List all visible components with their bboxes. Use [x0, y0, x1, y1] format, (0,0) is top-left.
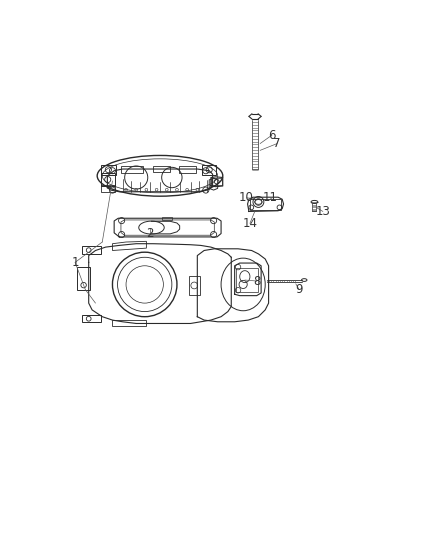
Text: 14: 14: [243, 217, 258, 230]
Bar: [162, 217, 172, 220]
Text: 6: 6: [268, 128, 276, 142]
Text: 9: 9: [295, 283, 303, 296]
Text: 2: 2: [146, 227, 154, 240]
Bar: [82, 315, 101, 322]
Bar: [189, 276, 200, 295]
Bar: [82, 246, 101, 254]
Bar: [202, 165, 216, 175]
Text: 10: 10: [239, 191, 254, 204]
Text: 7: 7: [273, 137, 281, 150]
Bar: [211, 178, 223, 185]
Bar: [250, 199, 281, 210]
Text: 13: 13: [315, 205, 330, 218]
Bar: [113, 320, 146, 326]
Text: 11: 11: [263, 191, 278, 204]
Bar: [153, 166, 170, 172]
Bar: [101, 173, 115, 186]
Text: 8: 8: [253, 274, 261, 287]
Bar: [179, 166, 196, 173]
Bar: [121, 166, 143, 173]
Bar: [101, 185, 115, 192]
Bar: [101, 165, 116, 175]
Bar: [77, 268, 90, 289]
Text: 1: 1: [71, 256, 79, 269]
Bar: [236, 268, 258, 292]
